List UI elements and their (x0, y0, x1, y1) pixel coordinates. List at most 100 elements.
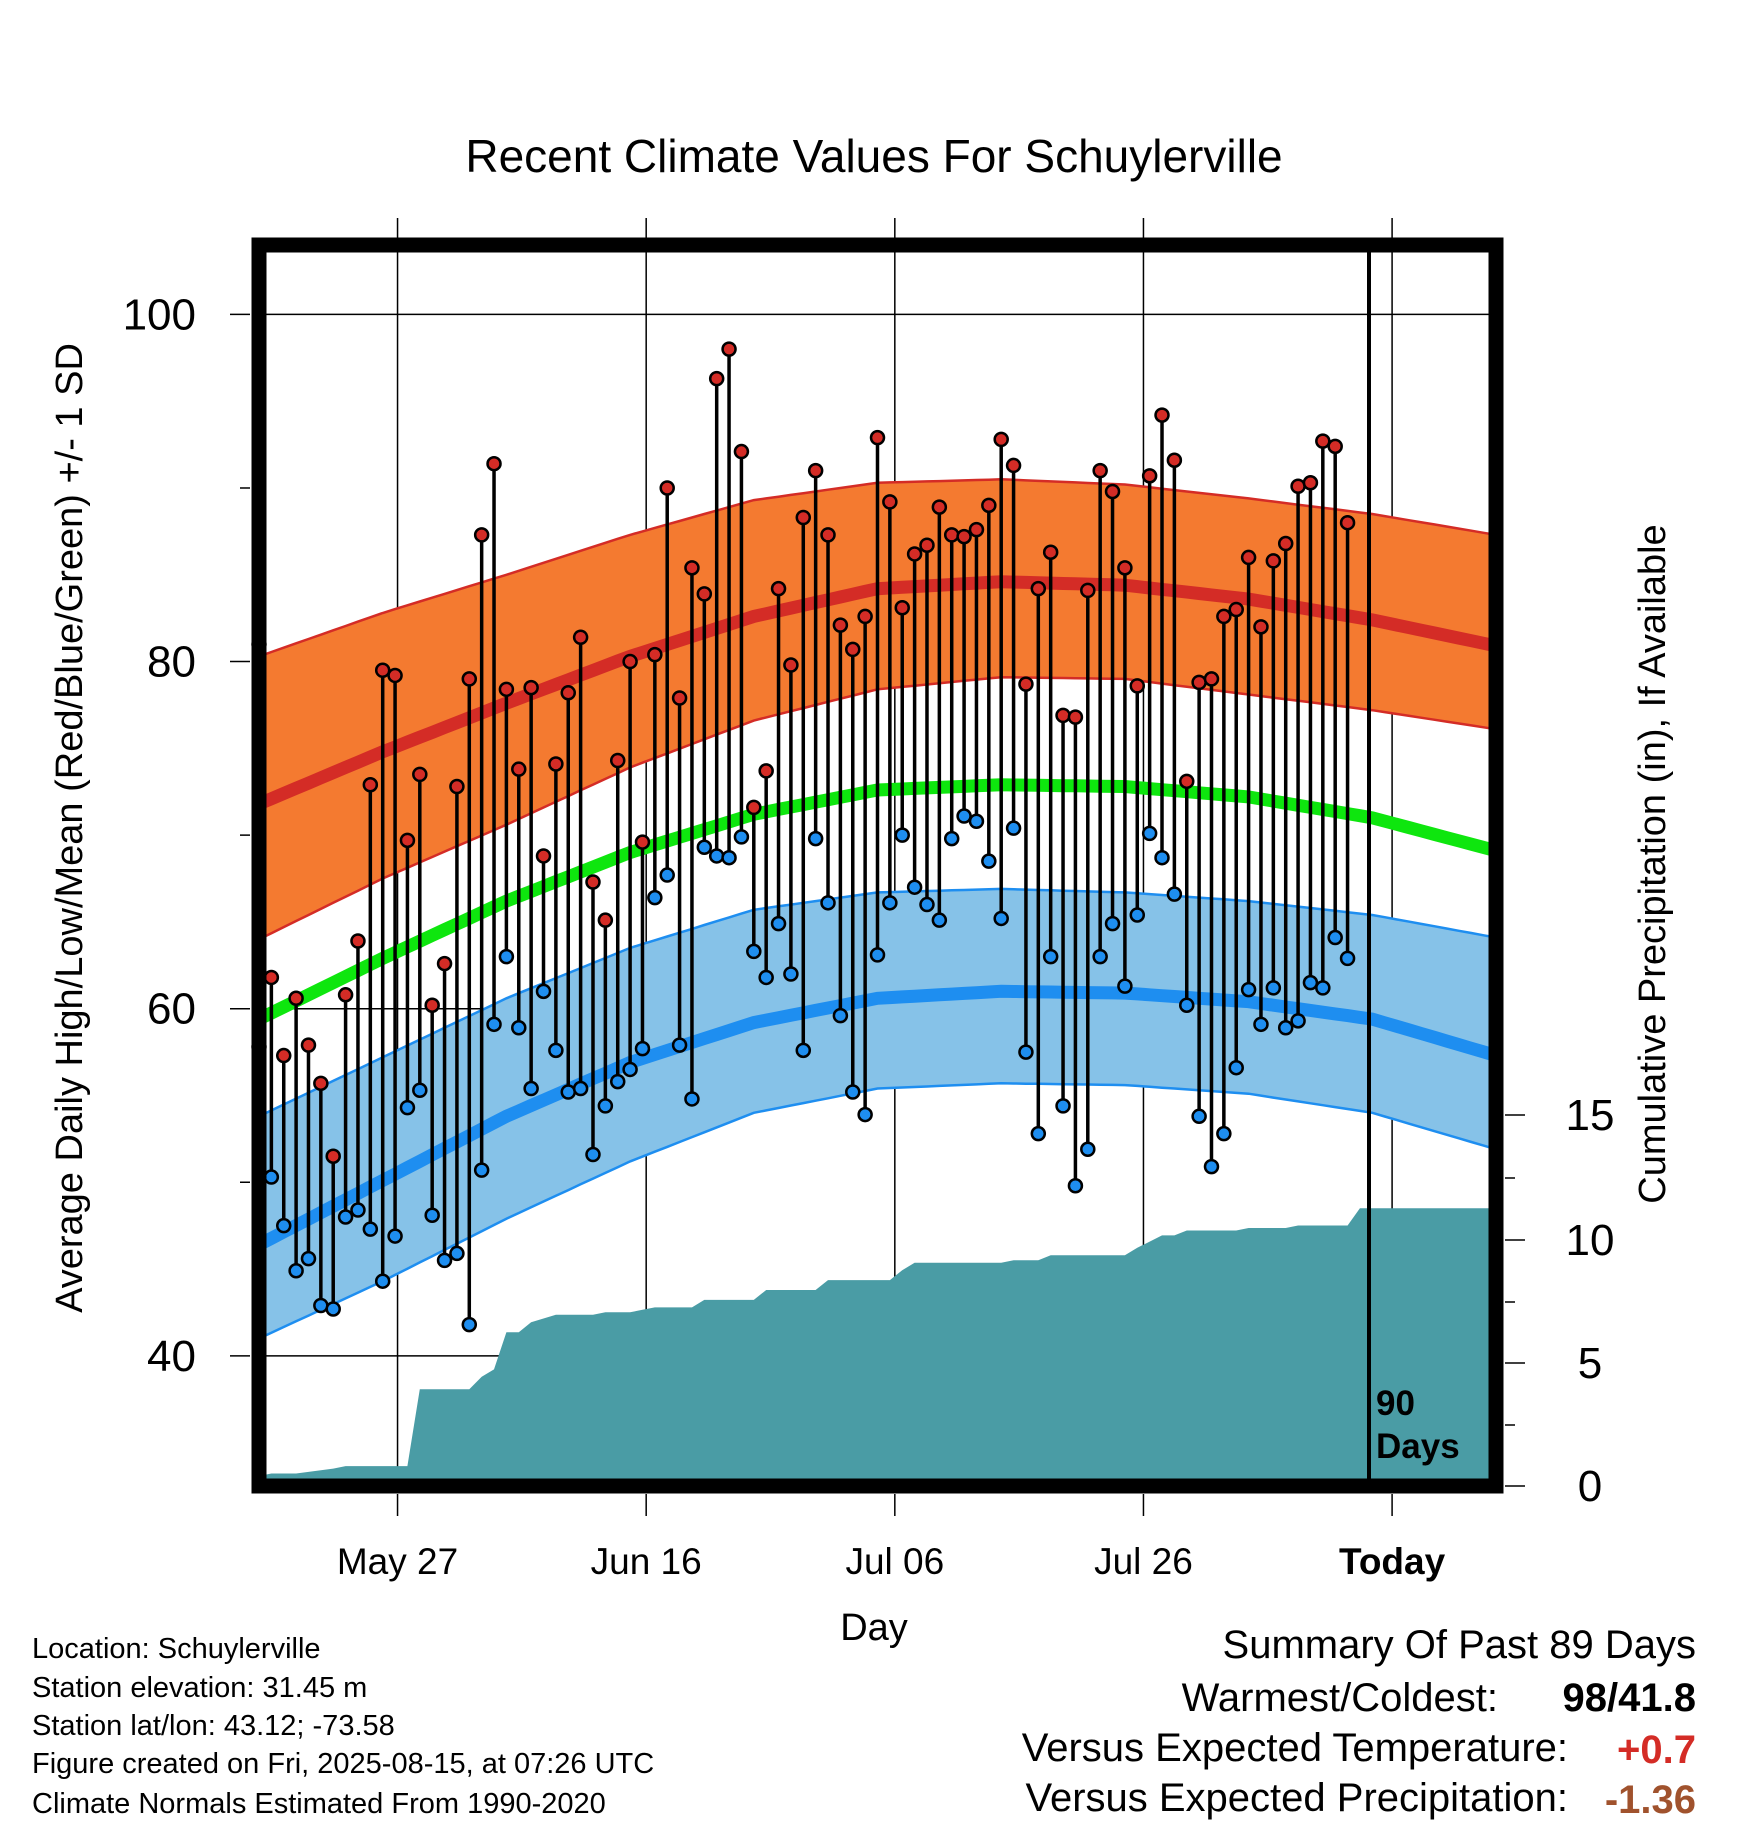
day-low-point-68 (1092, 948, 1108, 965)
day-low-point-72 (1141, 825, 1158, 842)
day-low-point-5 (313, 1297, 329, 1314)
temp-anomaly-value: +0.7 (1617, 1728, 1696, 1772)
day-high-point-81 (1253, 619, 1269, 635)
y2-tick-label-0: 0 (1578, 1462, 1602, 1511)
day-low-point-3 (288, 1263, 304, 1279)
day-low-point-86 (1315, 980, 1331, 996)
day-low-point-83 (1277, 1020, 1294, 1036)
day-low-point-58 (968, 813, 985, 829)
day-high-point-52 (894, 600, 910, 616)
y-tick-label-2: 80 (147, 638, 196, 687)
day-low-point-82 (1265, 980, 1282, 996)
day-high-point-31 (634, 834, 651, 850)
axes: May 27 Jun 16 Jul 06 Jul 26 Today 40 60 80 100 0 5… (123, 218, 1615, 1582)
day-high-point-63 (1030, 580, 1047, 597)
latlon-text: Station lat/lon: 43.12; -73.58 (32, 1710, 395, 1742)
precip-label: Versus Expected Precipitation: (1025, 1776, 1568, 1820)
day-high-point-45 (807, 462, 824, 479)
warm-cold-value: 98/41.8 (1563, 1678, 1696, 1718)
day-low-point-34 (671, 1037, 688, 1053)
day-high-point-59 (981, 497, 997, 514)
day-high-point-87 (1327, 438, 1343, 455)
today-days-label: 90 Days (1376, 1384, 1460, 1466)
day-high-point-71 (1129, 678, 1146, 694)
day-high-point-28 (597, 912, 614, 928)
day-low-point-23 (535, 983, 552, 1000)
day-high-point-35 (684, 560, 700, 576)
day-high-point-77 (1203, 671, 1220, 687)
day-high-point-51 (882, 494, 898, 510)
day-low-point-79 (1228, 1059, 1244, 1076)
x-axis-label: Day (840, 1607, 908, 1649)
day-low-point-2 (275, 1217, 292, 1234)
day-low-point-43 (783, 966, 799, 982)
normal-low-line (256, 984, 1498, 1251)
day-high-point-70 (1117, 560, 1133, 576)
day-high-point-4 (300, 1037, 317, 1053)
day-high-point-46 (820, 527, 836, 543)
coldest-value: /41.8 (1607, 1676, 1696, 1720)
day-high-point-60 (993, 431, 1009, 448)
day-high-point-47 (832, 617, 849, 633)
day-low-point-77 (1203, 1158, 1220, 1175)
day-high-point-36 (696, 586, 713, 602)
day-low-point-49 (857, 1106, 873, 1123)
day-low-point-51 (882, 895, 898, 911)
day-high-point-38 (721, 341, 737, 357)
day-low-point-42 (770, 915, 787, 932)
day-low-point-28 (597, 1098, 614, 1114)
day-low-point-64 (1042, 948, 1059, 965)
day-high-point-76 (1191, 674, 1207, 691)
precip-anomaly-value: -1.36 (1604, 1778, 1696, 1822)
day-low-point-4 (300, 1250, 317, 1267)
day-low-point-19 (486, 1016, 502, 1033)
day-low-point-48 (845, 1084, 861, 1100)
day-low-point-67 (1080, 1141, 1096, 1158)
day-low-point-26 (572, 1080, 589, 1097)
day-low-point-13 (412, 1082, 428, 1099)
day-high-point-30 (622, 653, 638, 670)
y2-tick-label-2: 10 (1566, 1216, 1615, 1265)
day-high-point-27 (585, 874, 601, 890)
day-high-point-50 (869, 429, 886, 446)
day-low-point-37 (708, 848, 725, 864)
day-low-point-60 (993, 910, 1009, 927)
day-high-point-48 (845, 641, 861, 658)
day-low-point-24 (548, 1042, 564, 1059)
day-high-point-37 (708, 370, 725, 387)
day-high-point-9 (362, 777, 379, 793)
day-high-point-20 (498, 681, 515, 698)
day-high-point-58 (968, 521, 985, 538)
day-high-point-5 (313, 1075, 329, 1092)
day-high-point-16 (449, 778, 465, 795)
day-high-point-8 (350, 933, 366, 949)
day-low-point-54 (919, 896, 935, 913)
y-axis-label: Average Daily High/Low/Mean (Red/Blue/Gr… (49, 343, 91, 1313)
day-low-point-46 (820, 895, 836, 911)
location-text: Location: Schuylerville (32, 1633, 321, 1665)
day-high-point-3 (288, 990, 304, 1007)
day-low-point-22 (523, 1080, 539, 1097)
day-high-point-18 (473, 527, 490, 543)
x-tick-label-4: Today (1339, 1541, 1446, 1582)
day-low-point-12 (399, 1099, 416, 1116)
day-low-point-45 (807, 830, 824, 847)
day-high-point-32 (647, 646, 663, 663)
day-low-point-10 (374, 1273, 391, 1289)
day-high-point-34 (671, 690, 688, 706)
y2-tick-label-1: 5 (1578, 1339, 1602, 1388)
day-high-point-80 (1240, 549, 1257, 566)
day-high-point-2 (275, 1047, 292, 1064)
day-low-point-69 (1104, 915, 1121, 932)
day-high-point-84 (1290, 478, 1306, 495)
day-high-point-43 (783, 657, 799, 673)
day-high-point-25 (560, 685, 576, 701)
normals-text: Climate Normals Estimated From 1990-2020 (32, 1788, 606, 1820)
day-high-point-15 (436, 955, 453, 972)
elevation-text: Station elevation: 31.45 m (32, 1672, 368, 1704)
day-high-point-1 (263, 969, 280, 986)
day-low-point-81 (1253, 1016, 1269, 1033)
day-high-point-44 (795, 509, 812, 526)
day-low-point-85 (1302, 974, 1319, 991)
day-high-point-6 (325, 1148, 341, 1164)
